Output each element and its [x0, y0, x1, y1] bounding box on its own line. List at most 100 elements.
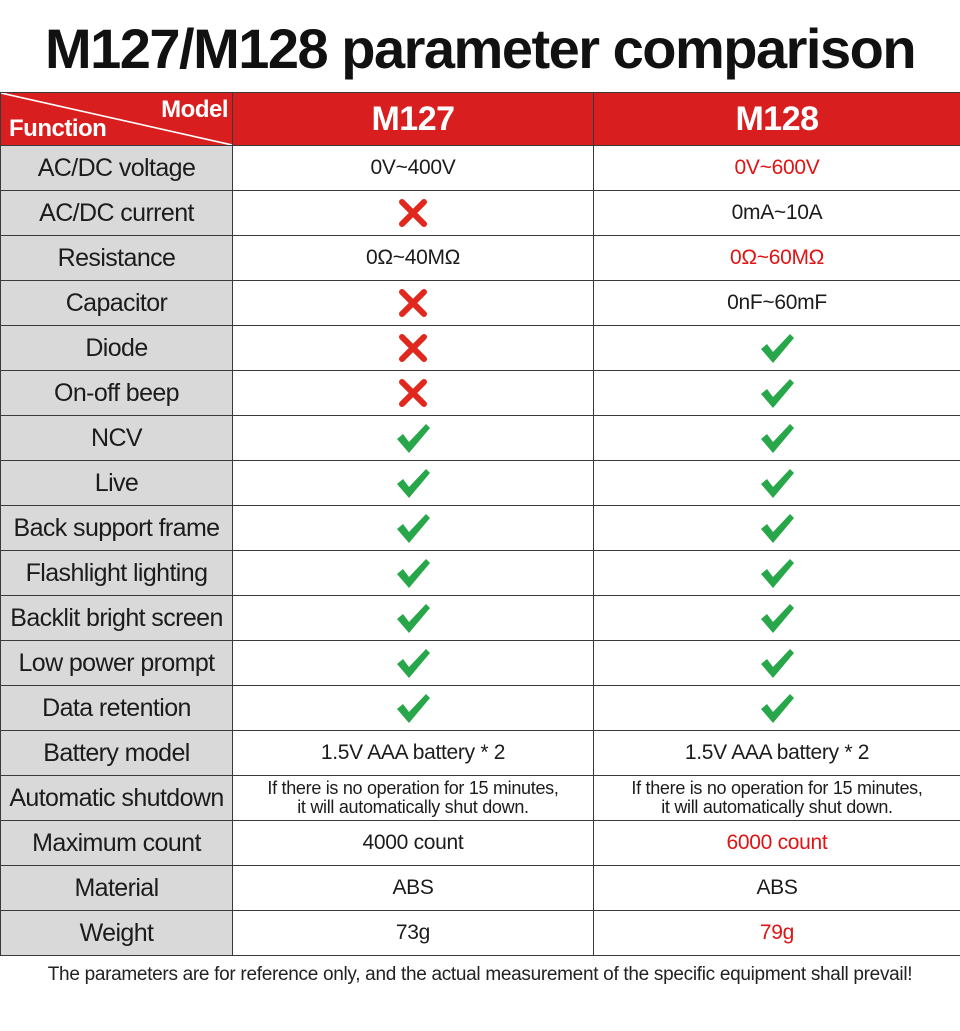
table-row: Automatic shutdown If there is no operati… [0, 775, 960, 821]
m128-value [593, 505, 960, 551]
m127-value [232, 415, 594, 461]
m127-value: 73g [232, 910, 594, 956]
check-icon [761, 334, 794, 363]
check-icon [761, 379, 794, 408]
function-name: Automatic shutdown [0, 775, 233, 821]
m128-value: 1.5V AAA battery * 2 [593, 730, 960, 776]
m128-value [593, 460, 960, 506]
value-line: If there is no operation for 15 minutes, [631, 778, 923, 798]
m127-value [232, 325, 594, 371]
check-icon [397, 694, 430, 723]
m127-value [232, 550, 594, 596]
function-name: AC/DC current [0, 190, 233, 236]
model-label: Model [161, 96, 228, 123]
table-row: On-off beep [0, 370, 960, 416]
check-icon [761, 649, 794, 678]
function-name: Material [0, 865, 233, 911]
m128-value: 0V~600V [593, 145, 960, 191]
m128-value [593, 550, 960, 596]
value-line: If there is no operation for 15 minutes, [267, 778, 559, 798]
m127-value [232, 460, 594, 506]
m128-value [593, 685, 960, 731]
m128-value [593, 640, 960, 686]
table-row: Battery model 1.5V AAA battery * 2 1.5V AA… [0, 730, 960, 776]
cross-icon [399, 199, 427, 227]
table-row: AC/DC voltage 0V~400V 0V~600V [0, 145, 960, 191]
table-row: Resistance 0Ω~40MΩ 0Ω~60MΩ [0, 235, 960, 281]
table-row: AC/DC current 0mA~10A [0, 190, 960, 236]
m128-value: 79g [593, 910, 960, 956]
page-title: M127/M128 parameter comparison [44, 17, 917, 80]
diagonal-divider [1, 93, 232, 145]
m128-value [593, 370, 960, 416]
m127-value: If there is no operation for 15 minutes,… [232, 775, 594, 821]
function-name: Data retention [0, 685, 233, 731]
m128-value [593, 325, 960, 371]
cross-icon [399, 289, 427, 317]
function-name: AC/DC voltage [0, 145, 233, 191]
check-icon [761, 424, 794, 453]
check-icon [761, 559, 794, 588]
value-line: it will automatically shut down. [661, 797, 893, 817]
check-icon [397, 514, 430, 543]
table-row: Live [0, 460, 960, 506]
check-icon [397, 559, 430, 588]
table-row: Maximum count 4000 count 6000 count [0, 820, 960, 866]
table-row: Back support frame [0, 505, 960, 551]
m128-value [593, 595, 960, 641]
function-name: Live [0, 460, 233, 506]
m128-value: 0nF~60mF [593, 280, 960, 326]
m127-value [232, 595, 594, 641]
table-row: Capacitor 0nF~60mF [0, 280, 960, 326]
function-name: Capacitor [0, 280, 233, 326]
m128-value: If there is no operation for 15 minutes,… [593, 775, 960, 821]
function-name: On-off beep [0, 370, 233, 416]
header-corner-cell: Model Function [0, 92, 233, 146]
function-name: Battery model [0, 730, 233, 776]
function-name: Maximum count [0, 820, 233, 866]
function-name: Flashlight lighting [0, 550, 233, 596]
check-icon [761, 514, 794, 543]
m127-value [232, 505, 594, 551]
m127-value: 4000 count [232, 820, 594, 866]
check-icon [761, 604, 794, 633]
function-name: Weight [0, 910, 233, 956]
m127-value: ABS [232, 865, 594, 911]
function-label: Function [9, 115, 107, 142]
m128-value: ABS [593, 865, 960, 911]
cross-icon [399, 334, 427, 362]
m127-value [232, 280, 594, 326]
footer-disclaimer: The parameters are for reference only, a… [47, 964, 913, 985]
check-icon [397, 649, 430, 678]
m127-value [232, 640, 594, 686]
table-row: Backlit bright screen [0, 595, 960, 641]
m127-value: 0V~400V [232, 145, 594, 191]
check-icon [397, 469, 430, 498]
check-icon [761, 469, 794, 498]
m127-value [232, 370, 594, 416]
column-header-m128: M128 [593, 92, 960, 146]
function-name: NCV [0, 415, 233, 461]
table-row: Flashlight lighting [0, 550, 960, 596]
m127-value: 1.5V AAA battery * 2 [232, 730, 594, 776]
comparison-table: Model Function M127 M128 AC/DC voltage 0V… [0, 92, 960, 956]
table-row: Low power prompt [0, 640, 960, 686]
m128-value: 6000 count [593, 820, 960, 866]
m127-value [232, 685, 594, 731]
table-row: Diode [0, 325, 960, 371]
table-row: Weight 73g 79g [0, 910, 960, 956]
table-header-row: Model Function M127 M128 [0, 92, 960, 146]
m127-value [232, 190, 594, 236]
table-row: Material ABS ABS [0, 865, 960, 911]
cross-icon [399, 379, 427, 407]
m128-value [593, 415, 960, 461]
value-line: it will automatically shut down. [297, 797, 529, 817]
function-name: Backlit bright screen [0, 595, 233, 641]
check-icon [397, 604, 430, 633]
m128-value: 0Ω~60MΩ [593, 235, 960, 281]
column-header-m127: M127 [232, 92, 594, 146]
function-name: Back support frame [0, 505, 233, 551]
table-row: NCV [0, 415, 960, 461]
check-icon [761, 694, 794, 723]
check-icon [397, 424, 430, 453]
